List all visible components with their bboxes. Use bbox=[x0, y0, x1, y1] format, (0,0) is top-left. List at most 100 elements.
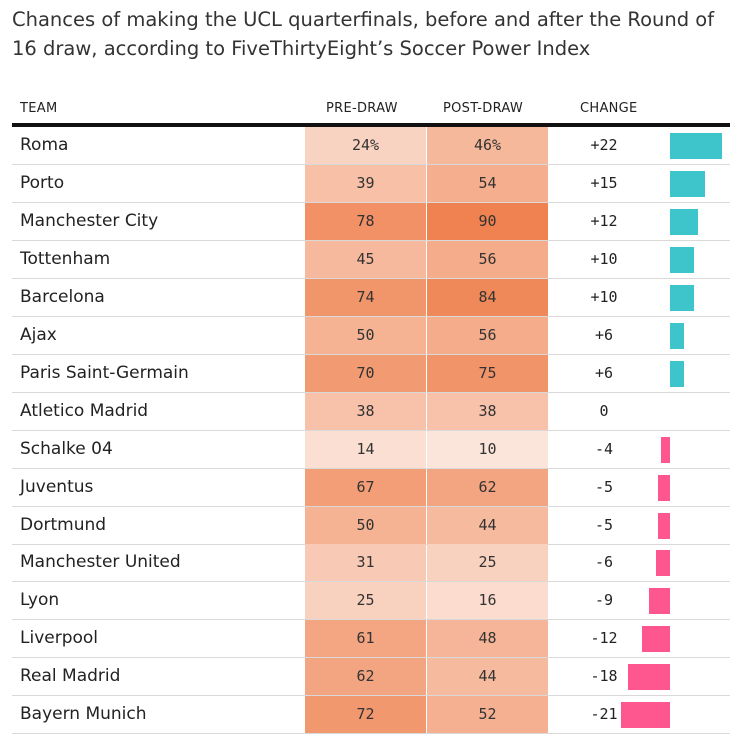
post-draw-cell: 75 bbox=[427, 354, 548, 392]
pre-draw-cell: 61 bbox=[305, 620, 426, 658]
table-row: Ajax 50 56 +6 bbox=[12, 316, 730, 355]
pre-draw-cell: 39 bbox=[305, 164, 426, 202]
change-bar-negative bbox=[658, 512, 670, 539]
change-bar-negative bbox=[658, 474, 670, 501]
row-divider bbox=[12, 353, 730, 355]
team-name: Barcelona bbox=[20, 286, 105, 307]
row-divider bbox=[12, 543, 730, 545]
change-value: -4 bbox=[594, 439, 614, 458]
change-value: +15 bbox=[590, 173, 618, 192]
row-divider bbox=[12, 695, 730, 697]
table-row: Lyon 25 16 -9 bbox=[12, 582, 730, 621]
post-draw-cell: 46% bbox=[427, 127, 548, 164]
change-value: +12 bbox=[590, 211, 618, 230]
team-name: Paris Saint-Germain bbox=[20, 362, 189, 383]
team-name: Manchester United bbox=[20, 552, 181, 573]
change-value: +6 bbox=[594, 363, 614, 382]
change-bar-negative bbox=[620, 702, 670, 729]
post-draw-cell: 44 bbox=[427, 658, 548, 696]
table-row: Tottenham 45 56 +10 bbox=[12, 240, 730, 279]
table-row: Manchester United 31 25 -6 bbox=[12, 544, 730, 583]
change-value: -5 bbox=[594, 515, 614, 534]
pre-draw-cell: 50 bbox=[305, 316, 426, 354]
change-bar-negative bbox=[627, 664, 670, 691]
change-value: -21 bbox=[590, 705, 618, 724]
post-draw-cell: 48 bbox=[427, 620, 548, 658]
table-row: Real Madrid 62 44 -18 bbox=[12, 658, 730, 697]
change-value: -9 bbox=[594, 591, 614, 610]
team-name: Porto bbox=[20, 172, 65, 193]
row-divider bbox=[12, 315, 730, 317]
change-value: +10 bbox=[590, 249, 618, 268]
table-row: Juventus 67 62 -5 bbox=[12, 468, 730, 507]
change-bar-negative bbox=[641, 626, 670, 653]
table-row: Bayern Munich 72 52 -21 bbox=[12, 696, 730, 735]
header-pre-draw: PRE-DRAW bbox=[326, 101, 398, 116]
team-name: Roma bbox=[20, 135, 69, 155]
post-draw-cell: 54 bbox=[427, 164, 548, 202]
post-draw-cell: 56 bbox=[427, 240, 548, 278]
team-name: Atletico Madrid bbox=[20, 400, 149, 421]
change-bar-negative bbox=[660, 436, 670, 463]
change-bar-positive bbox=[670, 322, 685, 349]
post-draw-cell: 52 bbox=[427, 696, 548, 734]
table-row: Atletico Madrid 38 38 0 bbox=[12, 392, 730, 431]
row-divider bbox=[12, 429, 730, 431]
pre-draw-cell: 78 bbox=[305, 202, 426, 240]
post-draw-cell: 56 bbox=[427, 316, 548, 354]
pre-draw-cell: 45 bbox=[305, 240, 426, 278]
table-row: Dortmund 50 44 -5 bbox=[12, 506, 730, 545]
team-name: Schalke 04 bbox=[20, 438, 113, 459]
pre-draw-cell: 25 bbox=[305, 582, 426, 620]
table-row: Barcelona 74 84 +10 bbox=[12, 278, 730, 317]
change-value: +22 bbox=[590, 136, 618, 154]
pre-draw-cell: 14 bbox=[305, 430, 426, 468]
change-value: 0 bbox=[599, 401, 609, 420]
change-bar-positive bbox=[670, 246, 694, 273]
row-divider bbox=[12, 164, 730, 165]
team-name: Manchester City bbox=[20, 210, 159, 231]
row-divider bbox=[12, 581, 730, 583]
post-draw-cell: 38 bbox=[427, 392, 548, 430]
team-name: Bayern Munich bbox=[20, 704, 147, 725]
pre-draw-cell: 62 bbox=[305, 658, 426, 696]
change-bar-positive bbox=[670, 284, 694, 311]
change-bar-positive bbox=[670, 133, 722, 159]
pre-draw-cell: 24% bbox=[305, 127, 426, 164]
pre-draw-cell: 31 bbox=[305, 544, 426, 582]
change-value: -5 bbox=[594, 477, 614, 496]
header-team: TEAM bbox=[20, 101, 58, 116]
post-draw-cell: 90 bbox=[427, 202, 548, 240]
pre-draw-cell: 67 bbox=[305, 468, 426, 506]
table-row: Roma 24% 46% +22 bbox=[12, 127, 730, 165]
post-draw-cell: 25 bbox=[427, 544, 548, 582]
change-value: -12 bbox=[590, 629, 618, 648]
table-row: Schalke 04 14 10 -4 bbox=[12, 430, 730, 469]
header-rule bbox=[12, 123, 730, 127]
chart-title: Chances of making the UCL quarterfinals,… bbox=[12, 8, 715, 60]
header-change: CHANGE bbox=[580, 101, 638, 116]
row-divider bbox=[12, 657, 730, 659]
change-bar-positive bbox=[670, 208, 699, 235]
post-draw-cell: 44 bbox=[427, 506, 548, 544]
row-divider bbox=[12, 239, 730, 241]
change-bar-negative bbox=[648, 588, 670, 615]
row-divider bbox=[12, 391, 730, 393]
pre-draw-cell: 50 bbox=[305, 506, 426, 544]
row-divider bbox=[12, 467, 730, 469]
row-divider bbox=[12, 619, 730, 621]
table-row: Paris Saint-Germain 70 75 +6 bbox=[12, 354, 730, 393]
change-value: -6 bbox=[594, 553, 614, 572]
row-divider bbox=[12, 733, 730, 735]
post-draw-cell: 16 bbox=[427, 582, 548, 620]
team-name: Lyon bbox=[20, 590, 60, 611]
team-name: Tottenham bbox=[20, 248, 111, 269]
team-name: Ajax bbox=[20, 324, 57, 345]
table-row: Porto 39 54 +15 bbox=[12, 164, 730, 203]
change-bar-negative bbox=[655, 550, 670, 577]
row-divider bbox=[12, 277, 730, 279]
post-draw-cell: 84 bbox=[427, 278, 548, 316]
header-post-draw: POST-DRAW bbox=[443, 101, 524, 116]
pre-draw-cell: 74 bbox=[305, 278, 426, 316]
